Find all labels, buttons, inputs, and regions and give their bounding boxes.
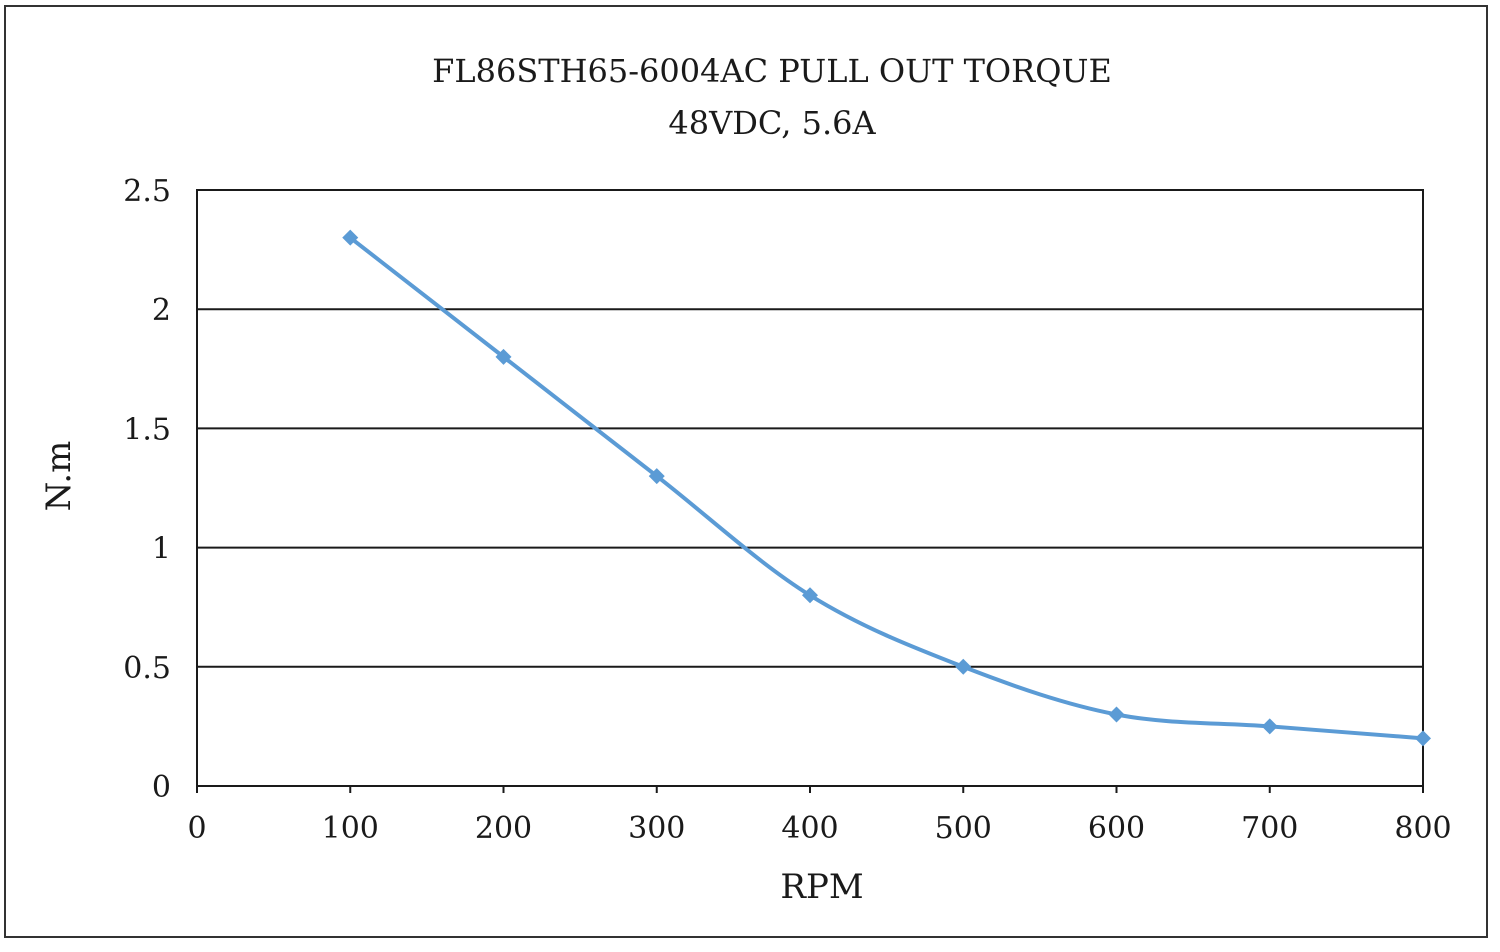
y-tick-label: 0.5: [123, 651, 171, 686]
x-axis-label: RPM: [780, 867, 863, 907]
y-tick-label: 2.5: [123, 174, 171, 209]
y-tick-label: 1: [152, 532, 171, 567]
x-tick-label: 500: [935, 811, 992, 846]
chart-title: FL86STH65-6004AC PULL OUT TORQUE: [432, 52, 1112, 90]
y-axis-label: N.m: [39, 441, 79, 512]
x-tick-label: 700: [1241, 811, 1298, 846]
plot-area: [196, 189, 1424, 787]
data-point-400: [802, 587, 818, 604]
x-tick-label: 600: [1088, 811, 1145, 846]
data-point-700: [1261, 718, 1278, 735]
data-point-500: [955, 658, 972, 675]
series-layer: [342, 229, 1431, 747]
x-tick-label: 100: [322, 811, 379, 846]
y-tick-label: 1.5: [123, 412, 171, 447]
y-axis-ticks: 0 0.5 1 1.5 2 2.5: [123, 174, 171, 805]
x-tick-label: 800: [1394, 811, 1451, 846]
grid-lines: [197, 308, 1423, 668]
x-tick-label: 300: [628, 811, 685, 846]
y-tick-label: 2: [152, 293, 171, 328]
x-tick-label: 400: [781, 811, 838, 846]
chart-frame: [4, 5, 1488, 938]
data-point-100: [342, 229, 359, 246]
data-point-600: [1108, 706, 1125, 723]
chart-subtitle: 48VDC, 5.6A: [668, 104, 876, 142]
x-axis-ticks: 0 100 200 300 400 500 600 700 800: [187, 786, 1452, 846]
data-point-800: [1415, 730, 1431, 747]
y-tick-label: 0: [152, 770, 171, 805]
x-tick-label: 200: [475, 811, 532, 846]
x-tick-label: 0: [187, 811, 206, 846]
series-line-0: [348, 235, 1425, 741]
data-point-300: [648, 468, 665, 485]
data-point-200: [495, 348, 512, 365]
